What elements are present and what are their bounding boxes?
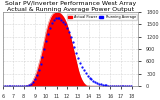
Legend: Actual Power, Running Average: Actual Power, Running Average (67, 14, 137, 20)
Title: Solar PV/Inverter Performance West Array Actual & Running Average Power Output: Solar PV/Inverter Performance West Array… (5, 1, 136, 12)
